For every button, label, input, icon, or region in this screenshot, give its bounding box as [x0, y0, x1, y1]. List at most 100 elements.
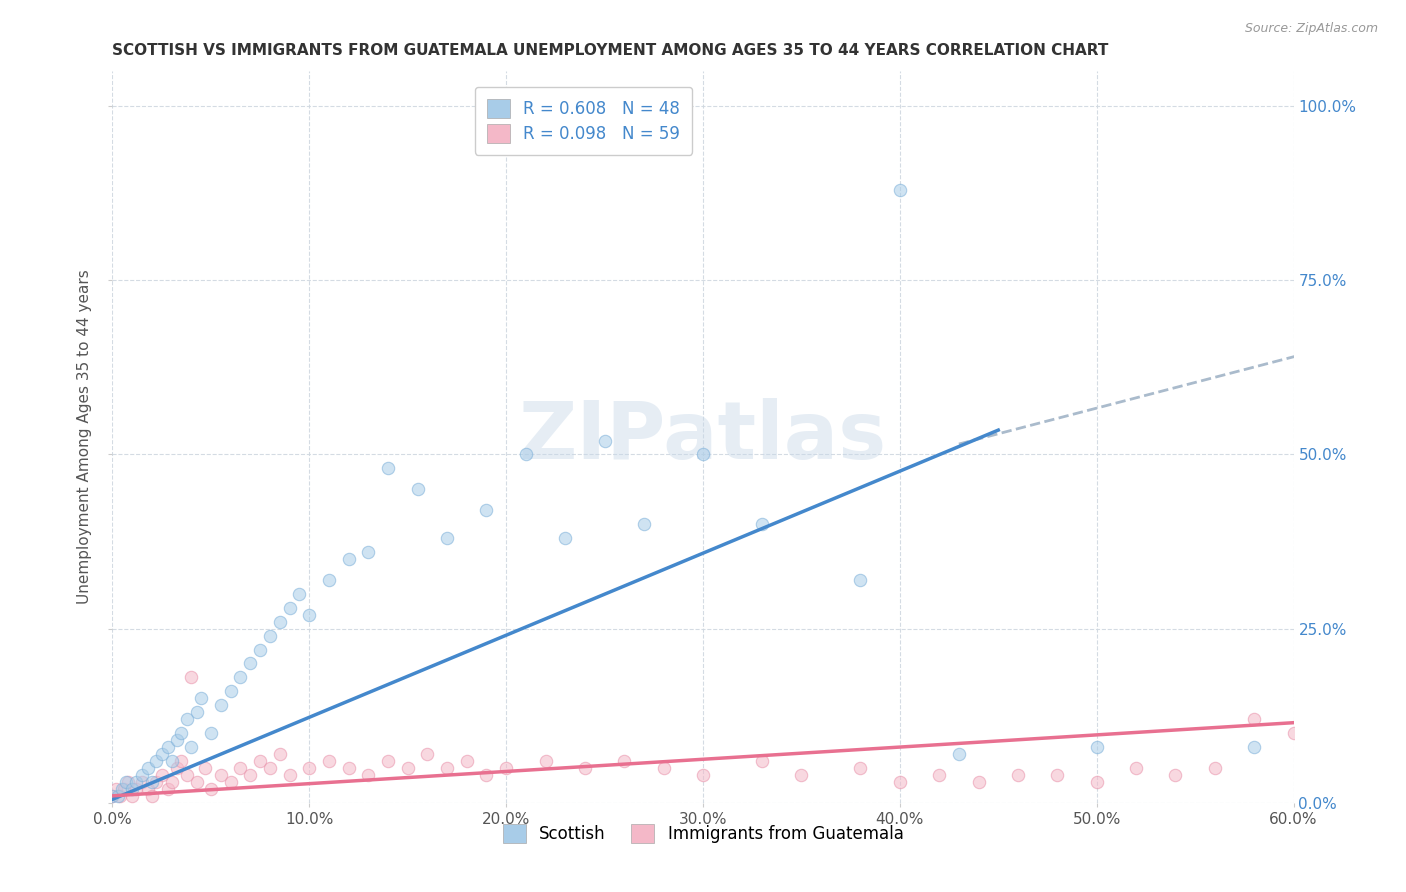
- Point: [269, 747, 291, 761]
- Point: [1046, 768, 1069, 782]
- Point: [131, 768, 153, 782]
- Point: [170, 754, 193, 768]
- Point: [166, 761, 188, 775]
- Point: [593, 434, 616, 448]
- Point: [131, 775, 153, 789]
- Point: [111, 781, 134, 796]
- Point: [180, 670, 202, 684]
- Point: [107, 789, 129, 803]
- Point: [229, 761, 252, 775]
- Point: [337, 552, 360, 566]
- Point: [186, 705, 208, 719]
- Point: [101, 789, 124, 803]
- Point: [298, 761, 321, 775]
- Point: [121, 781, 143, 796]
- Point: [239, 768, 262, 782]
- Point: [125, 781, 148, 796]
- Point: [145, 775, 167, 789]
- Point: [889, 775, 911, 789]
- Point: [1164, 768, 1187, 782]
- Point: [110, 789, 132, 803]
- Point: [751, 754, 773, 768]
- Text: SCOTTISH VS IMMIGRANTS FROM GUATEMALA UNEMPLOYMENT AMONG AGES 35 TO 44 YEARS COR: SCOTTISH VS IMMIGRANTS FROM GUATEMALA UN…: [112, 43, 1109, 58]
- Point: [790, 768, 813, 782]
- Y-axis label: Unemployment Among Ages 35 to 44 years: Unemployment Among Ages 35 to 44 years: [77, 269, 93, 605]
- Point: [495, 761, 517, 775]
- Point: [436, 531, 458, 545]
- Point: [692, 768, 714, 782]
- Point: [145, 754, 167, 768]
- Point: [534, 754, 557, 768]
- Point: [101, 789, 124, 803]
- Point: [156, 781, 179, 796]
- Point: [209, 698, 232, 713]
- Point: [948, 747, 970, 761]
- Point: [357, 545, 380, 559]
- Point: [229, 670, 252, 684]
- Point: [1125, 761, 1147, 775]
- Point: [1282, 726, 1305, 740]
- Point: [200, 781, 222, 796]
- Point: [1243, 740, 1265, 755]
- Point: [186, 775, 208, 789]
- Point: [849, 573, 872, 587]
- Point: [967, 775, 990, 789]
- Point: [209, 768, 232, 782]
- Point: [160, 775, 183, 789]
- Point: [416, 747, 439, 761]
- Point: [259, 761, 281, 775]
- Point: [166, 733, 188, 747]
- Point: [239, 657, 262, 671]
- Point: [249, 754, 271, 768]
- Point: [318, 754, 340, 768]
- Point: [105, 781, 128, 796]
- Point: [318, 573, 340, 587]
- Point: [751, 517, 773, 532]
- Point: [889, 183, 911, 197]
- Point: [176, 712, 198, 726]
- Point: [200, 726, 222, 740]
- Point: [115, 775, 138, 789]
- Text: Source: ZipAtlas.com: Source: ZipAtlas.com: [1244, 22, 1378, 36]
- Point: [112, 781, 135, 796]
- Point: [377, 754, 399, 768]
- Point: [288, 587, 311, 601]
- Point: [1204, 761, 1226, 775]
- Point: [249, 642, 271, 657]
- Point: [160, 754, 183, 768]
- Point: [849, 761, 872, 775]
- Point: [1085, 775, 1108, 789]
- Point: [396, 761, 419, 775]
- Point: [136, 761, 159, 775]
- Point: [141, 789, 163, 803]
- Point: [652, 761, 675, 775]
- Point: [219, 684, 242, 698]
- Point: [377, 461, 399, 475]
- Point: [574, 761, 596, 775]
- Point: [117, 775, 139, 789]
- Point: [150, 747, 173, 761]
- Point: [298, 607, 321, 622]
- Point: [357, 768, 380, 782]
- Point: [406, 483, 429, 497]
- Point: [456, 754, 478, 768]
- Point: [150, 768, 173, 782]
- Point: [475, 503, 498, 517]
- Point: [1085, 740, 1108, 755]
- Point: [141, 775, 163, 789]
- Point: [1007, 768, 1029, 782]
- Point: [156, 740, 179, 755]
- Point: [692, 448, 714, 462]
- Point: [928, 768, 950, 782]
- Point: [269, 615, 291, 629]
- Legend: Scottish, Immigrants from Guatemala: Scottish, Immigrants from Guatemala: [492, 814, 914, 853]
- Point: [554, 531, 576, 545]
- Point: [180, 740, 202, 755]
- Point: [219, 775, 242, 789]
- Point: [194, 761, 217, 775]
- Point: [190, 691, 212, 706]
- Point: [136, 781, 159, 796]
- Point: [337, 761, 360, 775]
- Point: [515, 448, 537, 462]
- Point: [436, 761, 458, 775]
